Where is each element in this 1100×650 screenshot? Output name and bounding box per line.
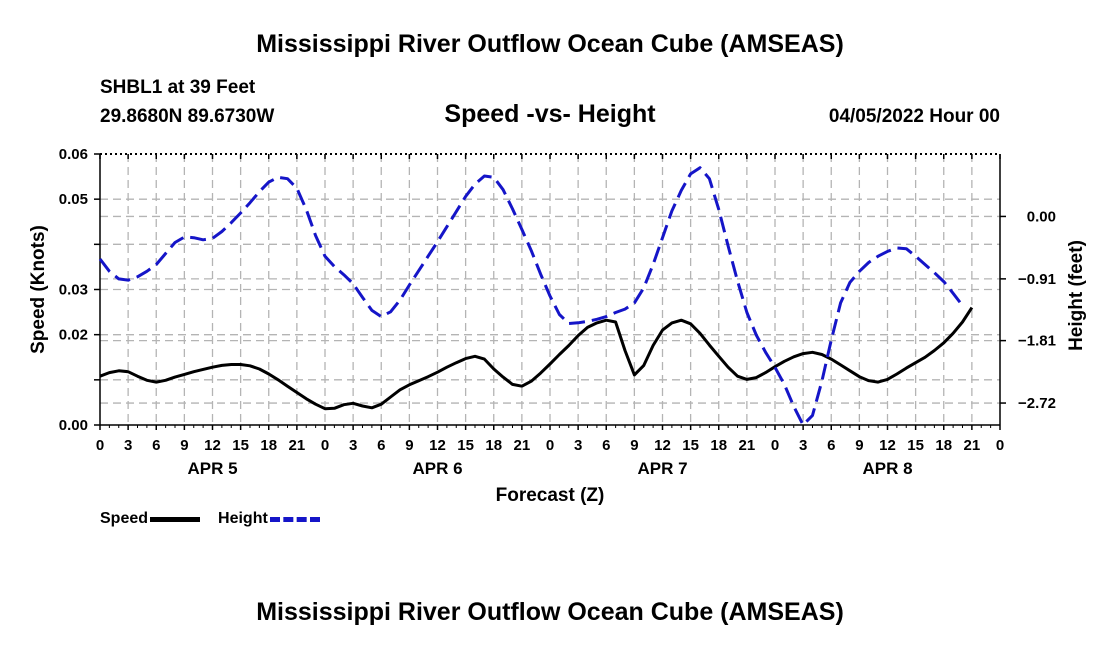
x-tick-label: 0	[546, 437, 554, 454]
x-axis-label: Forecast (Z)	[496, 485, 605, 506]
legend-height-label: Height	[218, 510, 268, 527]
x-tick-label: 3	[124, 437, 132, 454]
height-series-line	[98, 166, 964, 427]
y-tick-label: 0.00	[59, 417, 88, 434]
x-tick-label: 0	[321, 437, 329, 454]
x-tick-label: 3	[799, 437, 807, 454]
x-tick-label: 6	[602, 437, 610, 454]
legend-speed-swatch	[150, 516, 201, 522]
x-tick-label: 12	[879, 437, 896, 454]
x-tick-label: 15	[457, 437, 474, 454]
x-tick-label: 18	[485, 437, 502, 454]
footer-title: Mississippi River Outflow Ocean Cube (AM…	[256, 598, 844, 626]
y-tick-label: 0.05	[59, 191, 88, 208]
x-tick-label: 12	[429, 437, 446, 454]
x-tick-label: 6	[152, 437, 160, 454]
x-tick-label: 15	[907, 437, 924, 454]
chart-subtitle: Speed -vs- Height	[444, 100, 656, 128]
x-tick-label: 9	[405, 437, 413, 454]
x-tick-label: 12	[654, 437, 671, 454]
x-tick-label: 3	[574, 437, 582, 454]
x-tick-label: 0	[96, 437, 104, 454]
y2-tick-label: −2.72	[1018, 395, 1056, 412]
legend-speed-label: Speed	[100, 510, 149, 527]
day-label: APR 5	[187, 459, 237, 478]
x-tick-label: 21	[289, 437, 306, 454]
legend-height-swatch	[269, 516, 320, 522]
x-tick-label: 9	[855, 437, 863, 454]
y2-axis-label: Height (feet)	[1066, 240, 1087, 351]
x-tick-label: 9	[180, 437, 188, 454]
x-tick-label: 18	[935, 437, 952, 454]
x-tick-label: 9	[630, 437, 638, 454]
station-label: SHBL1 at 39 Feet	[100, 77, 256, 98]
y-tick-label: 0.02	[59, 327, 88, 344]
datetime-label: 04/05/2022 Hour 00	[828, 106, 1000, 127]
x-tick-label: 0	[996, 437, 1004, 454]
speed-series-line	[99, 306, 974, 411]
x-tick-label: 15	[232, 437, 249, 454]
x-tick-label: 15	[682, 437, 699, 454]
x-tick-label: 21	[739, 437, 756, 454]
x-tick-label: 21	[514, 437, 531, 454]
x-tick-label: 18	[710, 437, 727, 454]
x-tick-label: 6	[377, 437, 385, 454]
y-tick-label: 0.06	[59, 146, 88, 163]
x-tick-label: 6	[827, 437, 835, 454]
x-tick-label: 18	[260, 437, 277, 454]
day-label: APR 6	[412, 459, 462, 478]
chart-title: Mississippi River Outflow Ocean Cube (AM…	[256, 30, 844, 58]
x-tick-label: 3	[349, 437, 357, 454]
day-label: APR 7	[637, 459, 687, 478]
x-tick-label: 0	[771, 437, 779, 454]
x-tick-label: 12	[204, 437, 221, 454]
y2-tick-label: −0.91	[1018, 271, 1056, 288]
x-tick-label: 21	[964, 437, 981, 454]
y2-tick-label: −1.81	[1018, 333, 1056, 350]
y2-tick-label: 0.00	[1027, 208, 1056, 225]
y-axis-label: Speed (Knots)	[28, 225, 49, 354]
day-label: APR 8	[862, 459, 912, 478]
chart-legend: Speed Height	[100, 510, 338, 528]
coordinates-label: 29.8680N 89.6730W	[100, 106, 275, 127]
y-tick-label: 0.03	[59, 282, 88, 299]
